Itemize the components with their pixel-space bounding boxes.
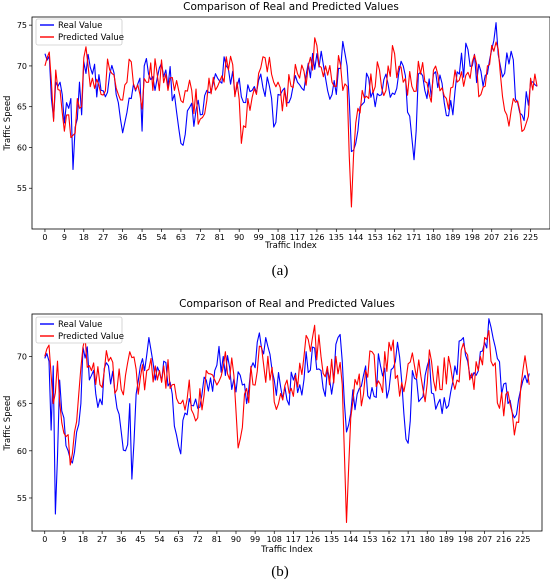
x-tick-label: 45 (135, 535, 145, 544)
legend-box (35, 18, 123, 46)
x-tick-label: 126 (309, 233, 324, 242)
x-tick-label: 0 (42, 535, 47, 544)
legend-label-real: Real Value (58, 320, 102, 330)
y-tick-label: 65 (17, 103, 27, 112)
chart-panel-b: Comparison of Real and Predicted Values … (3, 298, 543, 580)
plot-area-frame (31, 313, 543, 532)
x-tick-label: 198 (458, 535, 473, 544)
series-line-predicted-value (44, 324, 530, 524)
series-line-real-value (44, 22, 538, 171)
y-tick-label: 60 (17, 143, 27, 152)
y-axis-label: Traffic Speed (3, 96, 13, 152)
x-tick-label: 180 (426, 233, 441, 242)
x-tick-label: 99 (254, 233, 264, 242)
chart-title: Comparison of Real and Predicted Values (179, 298, 395, 310)
x-tick-label: 171 (400, 535, 415, 544)
x-tick-label: 198 (465, 233, 480, 242)
x-tick-label: 207 (477, 535, 492, 544)
y-tick-label: 65 (17, 400, 27, 409)
x-tick-label: 189 (445, 233, 460, 242)
x-axis-ticks: 0 9 18 27 36 45 54 63 72 81 90 99 108 117 126 135 144 153… (42, 229, 538, 242)
x-tick-label: 72 (193, 535, 203, 544)
x-tick-label: 162 (381, 535, 396, 544)
x-tick-label: 180 (420, 535, 435, 544)
x-tick-label: 144 (348, 233, 363, 242)
x-tick-label: 54 (154, 535, 164, 544)
x-tick-label: 90 (231, 535, 241, 544)
x-tick-label: 81 (212, 535, 222, 544)
x-tick-label: 135 (324, 535, 339, 544)
series-line-predicted-value (44, 37, 538, 208)
x-tick-label: 9 (61, 535, 66, 544)
y-tick-label: 70 (17, 352, 27, 361)
x-tick-label: 207 (484, 233, 499, 242)
x-tick-label: 36 (116, 535, 126, 544)
legend: Real Value Predicted Value (35, 18, 124, 46)
x-axis-label: Traffic Index (264, 241, 317, 251)
x-tick-label: 108 (267, 535, 282, 544)
data-series-group (44, 22, 538, 208)
x-tick-label: 45 (137, 233, 147, 242)
x-tick-label: 72 (195, 233, 205, 242)
x-tick-label: 216 (504, 233, 519, 242)
legend-label-predicted: Predicted Value (58, 33, 124, 43)
y-tick-label: 60 (17, 447, 27, 456)
y-tick-label: 70 (17, 62, 27, 71)
x-tick-label: 117 (290, 233, 305, 242)
x-tick-label: 27 (98, 233, 108, 242)
x-tick-label: 108 (270, 233, 285, 242)
x-tick-label: 225 (515, 535, 530, 544)
x-tick-label: 0 (42, 233, 47, 242)
y-axis-label: Traffic Speed (3, 396, 13, 452)
legend: Real Value Predicted Value (35, 316, 124, 344)
plot-area-frame (31, 16, 550, 230)
x-axis-label: Traffic Index (260, 545, 313, 555)
x-tick-label: 153 (368, 233, 383, 242)
x-tick-label: 144 (343, 535, 358, 544)
series-line-real-value (44, 318, 530, 515)
x-tick-label: 90 (234, 233, 244, 242)
x-tick-label: 225 (523, 233, 538, 242)
y-tick-label: 75 (17, 21, 27, 30)
x-tick-label: 54 (156, 233, 166, 242)
x-tick-label: 27 (97, 535, 107, 544)
y-axis-ticks: 55 60 65 70 75 (17, 21, 32, 193)
x-tick-label: 135 (329, 233, 344, 242)
panel-label-b: (b) (271, 564, 289, 580)
y-tick-label: 55 (17, 184, 27, 193)
x-tick-label: 153 (362, 535, 377, 544)
data-series-group (44, 318, 530, 524)
x-tick-label: 171 (406, 233, 421, 242)
legend-box (35, 316, 123, 344)
x-tick-label: 63 (174, 535, 184, 544)
x-tick-label: 81 (215, 233, 225, 242)
chart-title: Comparison of Real and Predicted Values (183, 1, 399, 13)
panel-label-a: (a) (272, 263, 289, 279)
x-tick-label: 162 (387, 233, 402, 242)
x-axis-ticks: 0 9 18 27 36 45 54 63 72 81 90 99 108 117 126 135 144 153… (42, 531, 531, 544)
x-tick-label: 216 (496, 535, 511, 544)
x-tick-label: 99 (250, 535, 260, 544)
x-tick-label: 63 (176, 233, 186, 242)
legend-label-real: Real Value (58, 21, 102, 31)
y-axis-ticks: 55 60 65 70 (17, 352, 32, 503)
y-tick-label: 55 (17, 494, 27, 503)
x-tick-label: 189 (439, 535, 454, 544)
x-tick-label: 18 (78, 535, 88, 544)
chart-panel-a: Comparison of Real and Predicted Values … (3, 1, 550, 279)
x-tick-label: 36 (118, 233, 128, 242)
legend-label-predicted: Predicted Value (58, 332, 124, 342)
x-tick-label: 126 (305, 535, 320, 544)
x-tick-label: 117 (286, 535, 301, 544)
x-tick-label: 18 (79, 233, 89, 242)
x-tick-label: 9 (62, 233, 67, 242)
